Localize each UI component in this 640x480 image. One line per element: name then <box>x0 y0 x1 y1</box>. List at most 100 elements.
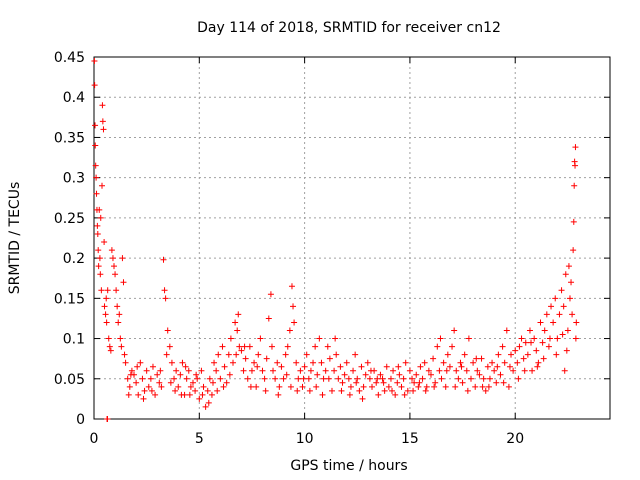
data-point <box>185 367 192 374</box>
data-point <box>453 367 460 374</box>
data-point <box>232 319 239 326</box>
data-point <box>341 371 348 378</box>
x-tick-label: 0 <box>90 431 99 447</box>
data-point <box>116 311 123 318</box>
data-point <box>473 355 480 362</box>
data-point <box>396 371 403 378</box>
data-point <box>101 303 108 310</box>
data-point <box>99 118 106 125</box>
data-point <box>290 303 297 310</box>
data-point <box>470 359 477 366</box>
data-point <box>288 283 295 290</box>
y-tick-label: 0.15 <box>54 291 85 307</box>
data-point <box>148 387 155 394</box>
data-point <box>482 387 489 394</box>
data-point <box>164 327 171 334</box>
data-point <box>328 387 335 394</box>
data-point <box>274 359 281 366</box>
data-point <box>254 363 261 370</box>
data-point <box>415 383 422 390</box>
data-point <box>157 367 164 374</box>
data-point <box>221 363 228 370</box>
data-point <box>561 367 568 374</box>
data-point <box>352 351 359 358</box>
data-point <box>172 387 179 394</box>
data-point <box>99 102 106 109</box>
data-point <box>95 247 102 254</box>
data-point <box>515 375 522 382</box>
data-point <box>427 371 434 378</box>
data-point <box>299 383 306 390</box>
data-point <box>167 379 174 386</box>
data-point <box>550 319 557 326</box>
data-point <box>261 375 268 382</box>
x-axis: 0 5 10 15 20 <box>90 57 524 447</box>
data-point <box>93 174 100 181</box>
data-point <box>94 230 101 237</box>
data-point <box>558 287 565 294</box>
data-point <box>145 383 152 390</box>
data-point <box>284 343 291 350</box>
data-point <box>244 375 251 382</box>
plot-frame <box>93 56 611 420</box>
data-point <box>353 379 360 386</box>
data-point <box>287 383 294 390</box>
data-point <box>572 335 579 342</box>
data-point <box>109 255 116 262</box>
data-point <box>160 256 167 263</box>
data-point <box>332 335 339 342</box>
data-point <box>434 343 441 350</box>
data-point <box>395 363 402 370</box>
data-point <box>553 351 560 358</box>
data-point <box>401 391 408 398</box>
data-point <box>316 335 323 342</box>
data-point <box>417 363 424 370</box>
data-point <box>235 311 242 318</box>
data-point <box>331 367 338 374</box>
data-point <box>171 375 178 382</box>
data-point <box>539 339 546 346</box>
y-tick-label: 0 <box>76 412 85 428</box>
data-point <box>338 387 345 394</box>
data-point <box>452 383 459 390</box>
data-point <box>173 367 180 374</box>
data-point <box>528 339 535 346</box>
data-point <box>565 263 572 270</box>
data-point <box>134 363 141 370</box>
data-point <box>219 343 226 350</box>
data-point <box>381 387 388 394</box>
data-point <box>208 391 215 398</box>
data-point <box>198 367 205 374</box>
data-point <box>526 327 533 334</box>
data-point <box>324 343 331 350</box>
data-point <box>204 387 211 394</box>
data-point <box>225 351 232 358</box>
data-point <box>193 371 200 378</box>
data-point <box>339 379 346 386</box>
data-point <box>305 375 312 382</box>
data-point <box>175 383 182 390</box>
data-point <box>390 367 397 374</box>
data-point <box>374 375 381 382</box>
data-point <box>425 367 432 374</box>
data-point <box>486 375 493 382</box>
data-point <box>413 371 420 378</box>
data-point <box>154 371 161 378</box>
data-point <box>196 395 203 402</box>
data-point <box>436 367 443 374</box>
data-point <box>540 355 547 362</box>
data-point <box>524 351 531 358</box>
data-point <box>217 375 224 382</box>
data-point <box>117 335 124 342</box>
data-point <box>479 383 486 390</box>
data-point <box>437 335 444 342</box>
data-point <box>121 351 128 358</box>
data-point <box>474 367 481 374</box>
data-point <box>373 379 380 386</box>
data-point <box>520 355 527 362</box>
data-point <box>163 351 170 358</box>
data-point <box>179 359 186 366</box>
data-point <box>96 255 103 262</box>
data-point <box>512 347 519 354</box>
